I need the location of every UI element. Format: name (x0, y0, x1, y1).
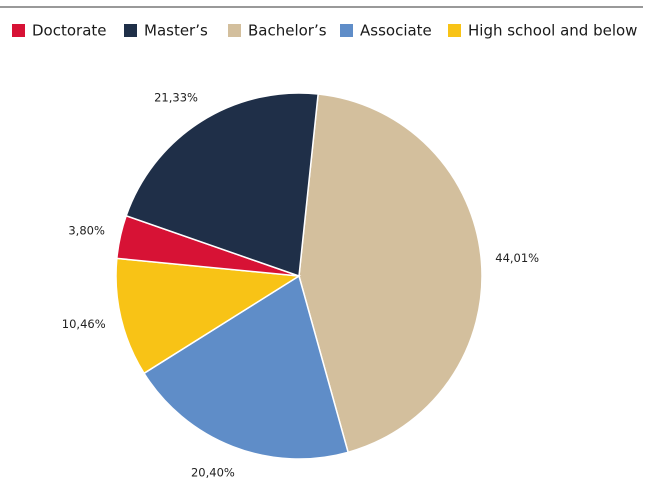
legend-swatch[interactable] (228, 24, 241, 37)
pie-slice (298, 93, 483, 454)
pie-slice (115, 257, 302, 375)
legend: Doctorate Master’s Bachelor’s Associate High… (12, 22, 637, 40)
legend-item[interactable]: High school and below (448, 22, 637, 40)
legend-item[interactable]: Bachelor’s (228, 22, 327, 40)
pie-slice (125, 92, 319, 278)
legend-label[interactable]: Bachelor’s (248, 22, 327, 40)
data-label: 3,80% (68, 223, 105, 237)
legend-label[interactable]: Doctorate (32, 22, 107, 40)
legend-label[interactable]: Master’s (144, 22, 208, 40)
legend-item[interactable]: Doctorate (12, 22, 107, 40)
data-label: 21,33% (154, 90, 198, 104)
legend-label[interactable]: Associate (360, 22, 432, 40)
data-label: 20,40% (191, 465, 235, 479)
data-label: 44,01% (495, 251, 539, 265)
legend-swatch[interactable] (340, 24, 353, 37)
legend-swatch[interactable] (448, 24, 461, 37)
legend-swatch[interactable] (124, 24, 137, 37)
data-label: 10,46% (62, 317, 106, 331)
pie: 44,01% 20,40% 10,46% 3,80% 21,33% (62, 90, 539, 479)
legend-item[interactable]: Associate (340, 22, 432, 40)
legend-item[interactable]: Master’s (124, 22, 208, 40)
legend-label[interactable]: High school and below (468, 22, 637, 40)
legend-swatch[interactable] (12, 24, 25, 37)
pie-slice (142, 274, 350, 460)
